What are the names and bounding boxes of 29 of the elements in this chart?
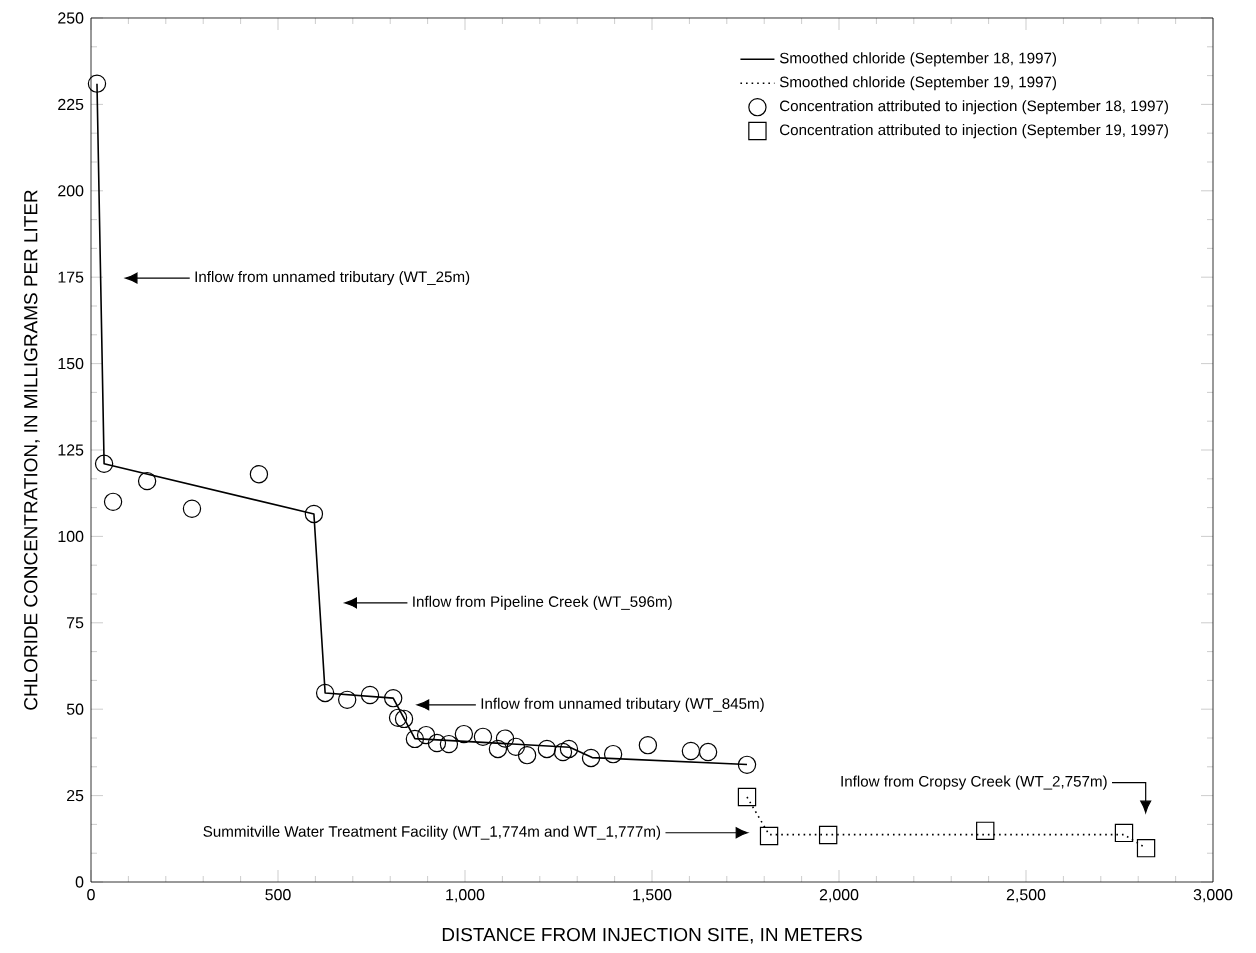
annotation: Inflow from unnamed tributary (WT_845m) [481, 697, 764, 712]
legend-label: Concentration attributed to injection (September 18, 1997) [780, 100, 1168, 115]
y-tick-label: 200 [58, 185, 84, 197]
annotation: Summitville Water Treatment Facility (WT_1,774m and WT_1,777m) [203, 825, 661, 840]
x-tick-label: 0 [87, 889, 95, 901]
x-tick-label: 500 [265, 889, 291, 901]
y-tick-label: 250 [58, 12, 84, 24]
x-tick-label: 1,000 [446, 889, 485, 903]
y-tick-label: 225 [58, 98, 84, 111]
legend-label: Smoothed chloride (September 19, 1997) [779, 76, 1057, 91]
legend-label: Smoothed chloride (September 18, 1997) [779, 52, 1057, 67]
annotation: Inflow from unnamed tributary (WT_25m) [195, 271, 470, 286]
y-tick-label: 75 [67, 617, 84, 629]
y-tick-label: 150 [58, 357, 84, 370]
x-tick-label: 3,000 [1193, 889, 1233, 903]
legend-label: Concentration attributed to injection (September 19, 1997) [780, 124, 1168, 139]
y-tick-label: 100 [58, 530, 84, 543]
x-tick-label: 1,500 [633, 889, 672, 903]
x-axis-title: DISTANCE FROM INJECTION SITE, IN METERS [442, 927, 862, 944]
y-axis-title: CHLORIDE CONCENTRATION, IN MILLIGRAMS PER LITER [24, 190, 40, 710]
y-tick-label: 0 [75, 876, 84, 888]
y-tick-label: 175 [58, 271, 84, 283]
x-tick-label: 2,500 [1006, 889, 1046, 903]
y-tick-label: 125 [58, 444, 84, 456]
annotation: Inflow from Cropsy Creek (WT_2,757m) [841, 775, 1107, 790]
y-tick-label: 50 [66, 703, 84, 715]
annotation: Inflow from Pipeline Creek (WT_596m) [413, 595, 672, 610]
x-tick-label: 2,000 [819, 889, 859, 903]
y-tick-label: 25 [67, 789, 84, 802]
